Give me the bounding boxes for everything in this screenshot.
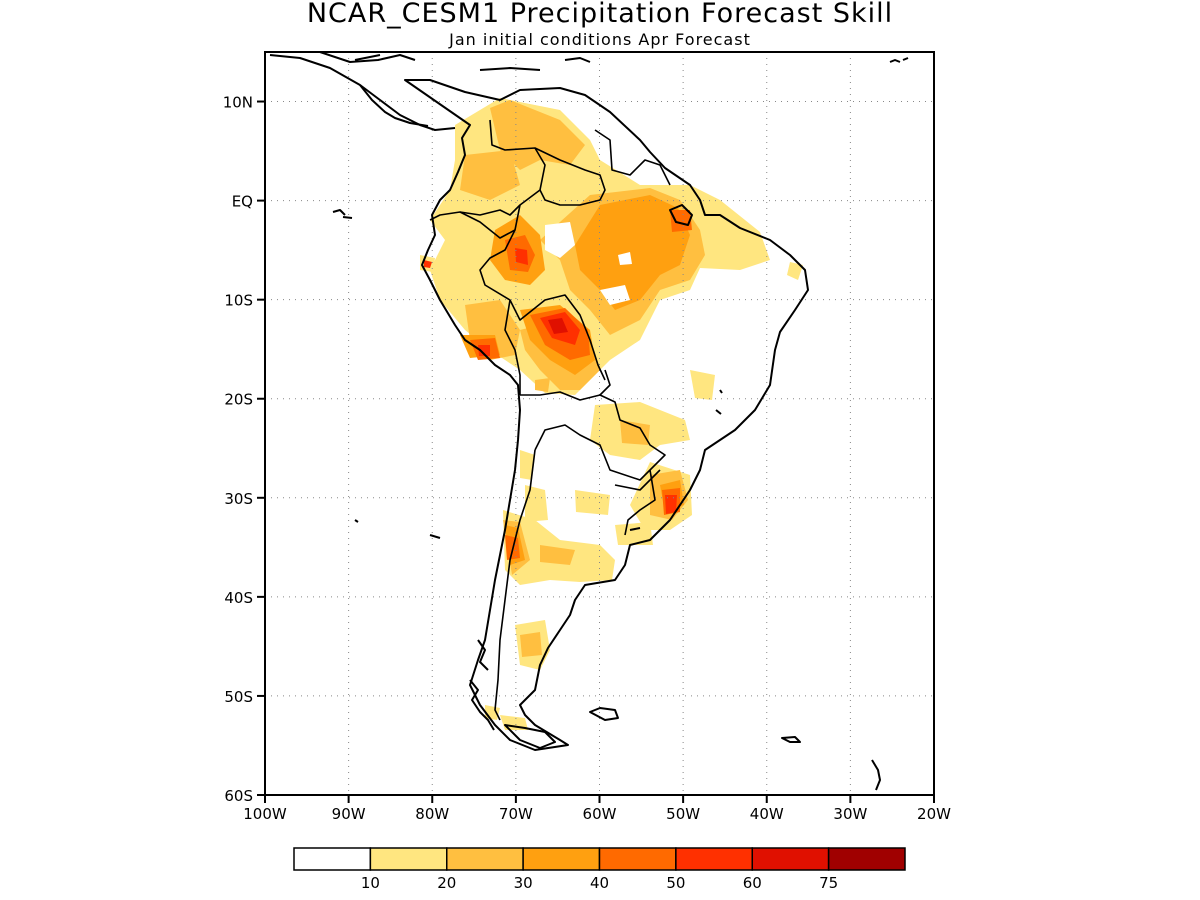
lat-tick-label: 10N — [223, 94, 253, 112]
colorbar-label: 40 — [590, 874, 609, 892]
chart-subtitle: Jan initial conditions Apr Forecast — [448, 30, 751, 49]
skill-shading — [420, 98, 803, 730]
lon-tick-label: 80W — [415, 805, 449, 823]
lat-tick-label: 30S — [224, 490, 253, 508]
lat-tick-label: 20S — [224, 391, 253, 409]
lon-tick-label: 40W — [750, 805, 784, 823]
coastlines — [269, 52, 909, 791]
lon-tick-label: 20W — [917, 805, 951, 823]
lat-tick-label: 40S — [224, 589, 253, 607]
colorbar-swatch — [827, 847, 906, 871]
lon-tick-label: 90W — [332, 805, 366, 823]
latitude-axis: 10N EQ 10S 20S 30S 40S 50S 60S — [223, 94, 265, 805]
colorbar-swatch — [598, 847, 677, 871]
colorbar-label: 75 — [819, 874, 838, 892]
colorbar-swatch — [369, 847, 448, 871]
colorbar-swatch — [522, 847, 601, 871]
colorbar-swatch — [675, 847, 753, 871]
colorbar-label: 50 — [666, 874, 685, 892]
colorbar-swatch — [293, 847, 372, 871]
lon-tick-label: 60W — [583, 805, 617, 823]
colorbar-label: 20 — [437, 874, 456, 892]
colorbar-swatch — [751, 847, 830, 871]
longitude-axis: 100W 90W 80W 70W 60W 50W 40W 30W 20W — [243, 795, 951, 823]
lat-tick-label: 50S — [224, 688, 253, 706]
lat-tick-label: 10S — [224, 292, 253, 310]
colorbar-swatch — [446, 847, 524, 871]
colorbar-label: 10 — [361, 874, 380, 892]
chart-title: NCAR_CESM1 Precipitation Forecast Skill — [307, 0, 893, 29]
lat-tick-label: EQ — [232, 193, 253, 211]
colorbar-label: 30 — [514, 874, 533, 892]
colorbar: 10 20 30 40 50 60 75 — [293, 847, 906, 892]
lat-tick-label: 60S — [224, 787, 253, 805]
lon-tick-label: 50W — [666, 805, 700, 823]
lon-tick-label: 30W — [833, 805, 867, 823]
country-borders — [429, 119, 671, 721]
lon-tick-label: 70W — [499, 805, 533, 823]
lon-tick-label: 100W — [243, 805, 287, 823]
colorbar-label: 60 — [743, 874, 762, 892]
